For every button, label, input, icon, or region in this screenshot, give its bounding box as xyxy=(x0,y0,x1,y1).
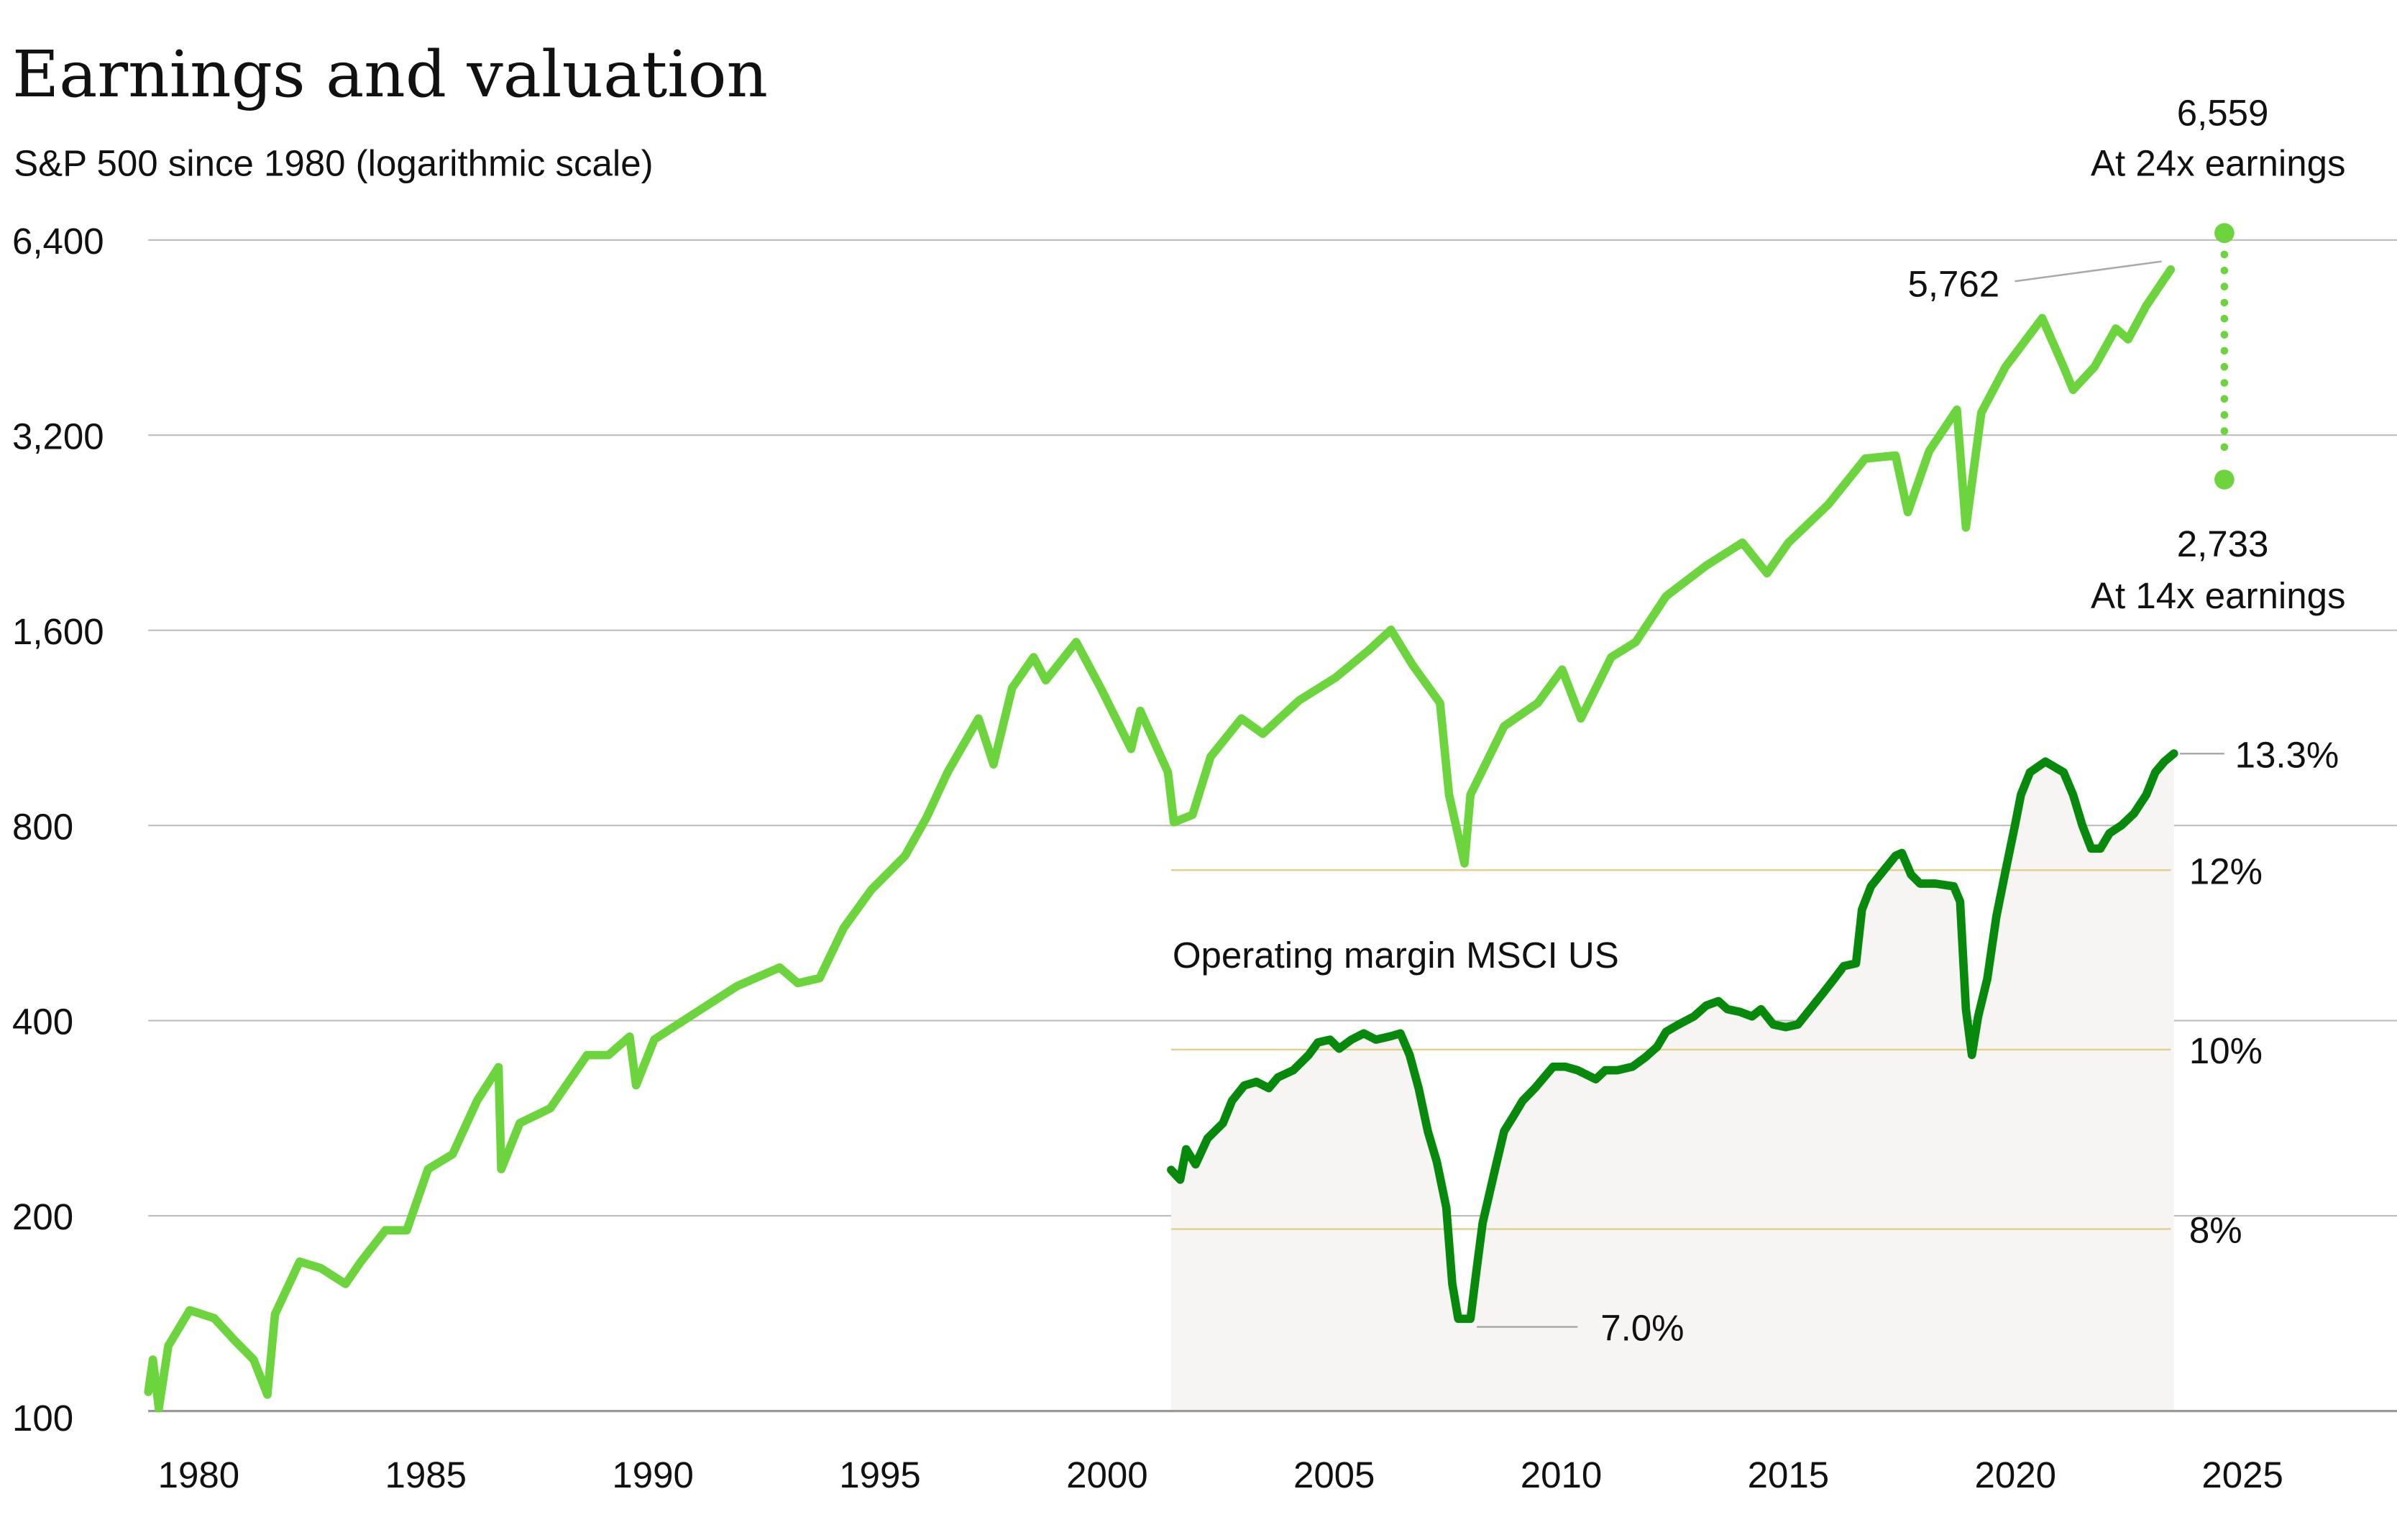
margin-tick-label: 12% xyxy=(2189,851,2263,892)
y-tick-label: 6,400 xyxy=(12,221,104,262)
x-tick-label: 1980 xyxy=(158,1454,240,1495)
last-value-label: 5,762 xyxy=(1907,263,1999,304)
margin-chart: 8% 10% 12% xyxy=(148,749,2397,1413)
margin-min-label: 7.0% xyxy=(1600,1308,1684,1349)
chart-title: Earnings and valuation xyxy=(12,37,768,112)
y-tick-label: 100 xyxy=(12,1398,73,1439)
valuation-range xyxy=(2214,223,2235,490)
x-tick-label: 1985 xyxy=(385,1454,467,1495)
margin-area xyxy=(1170,753,2174,1411)
low-valuation-dot xyxy=(2214,469,2235,490)
x-tick-label: 2025 xyxy=(2201,1454,2283,1495)
y-tick-label: 1,600 xyxy=(12,611,104,652)
low-multiple-label: At 14x earnings xyxy=(2091,575,2346,616)
high-value-label: 6,559 xyxy=(2177,92,2269,133)
chart-subtitle: S&P 500 since 1980 (logarithmic scale) xyxy=(14,143,653,184)
last-value-leader xyxy=(2015,260,2162,283)
y-tick-label: 400 xyxy=(12,1002,73,1042)
margin-last-label: 13.3% xyxy=(2235,734,2339,775)
x-tick-label: 1995 xyxy=(839,1454,921,1495)
high-multiple-label: At 24x earnings xyxy=(2091,143,2346,184)
low-value-label: 2,733 xyxy=(2177,523,2269,564)
margin-tick-label: 10% xyxy=(2189,1030,2263,1071)
x-tick-label: 2015 xyxy=(1748,1454,1830,1495)
x-tick-label: 2020 xyxy=(1975,1454,2057,1495)
margin-series-label: Operating margin MSCI US xyxy=(1173,935,1619,976)
x-tick-label: 2005 xyxy=(1293,1454,1375,1495)
x-tick-label: 2010 xyxy=(1521,1454,1603,1495)
sp500-line xyxy=(144,265,2176,1413)
x-axis: 1980 1985 1990 1995 2000 2005 2010 2015 2020 2025 xyxy=(158,1454,2283,1495)
y-tick-label: 3,200 xyxy=(12,416,104,457)
high-valuation-dot xyxy=(2214,223,2235,243)
x-tick-label: 2000 xyxy=(1066,1454,1148,1495)
margin-line xyxy=(1167,749,2178,1324)
margin-tick-label: 8% xyxy=(2189,1210,2242,1251)
y-tick-label: 800 xyxy=(12,806,73,847)
sp500-chart xyxy=(144,265,2176,1413)
x-tick-label: 1990 xyxy=(612,1454,694,1495)
y-tick-label: 200 xyxy=(12,1196,73,1237)
